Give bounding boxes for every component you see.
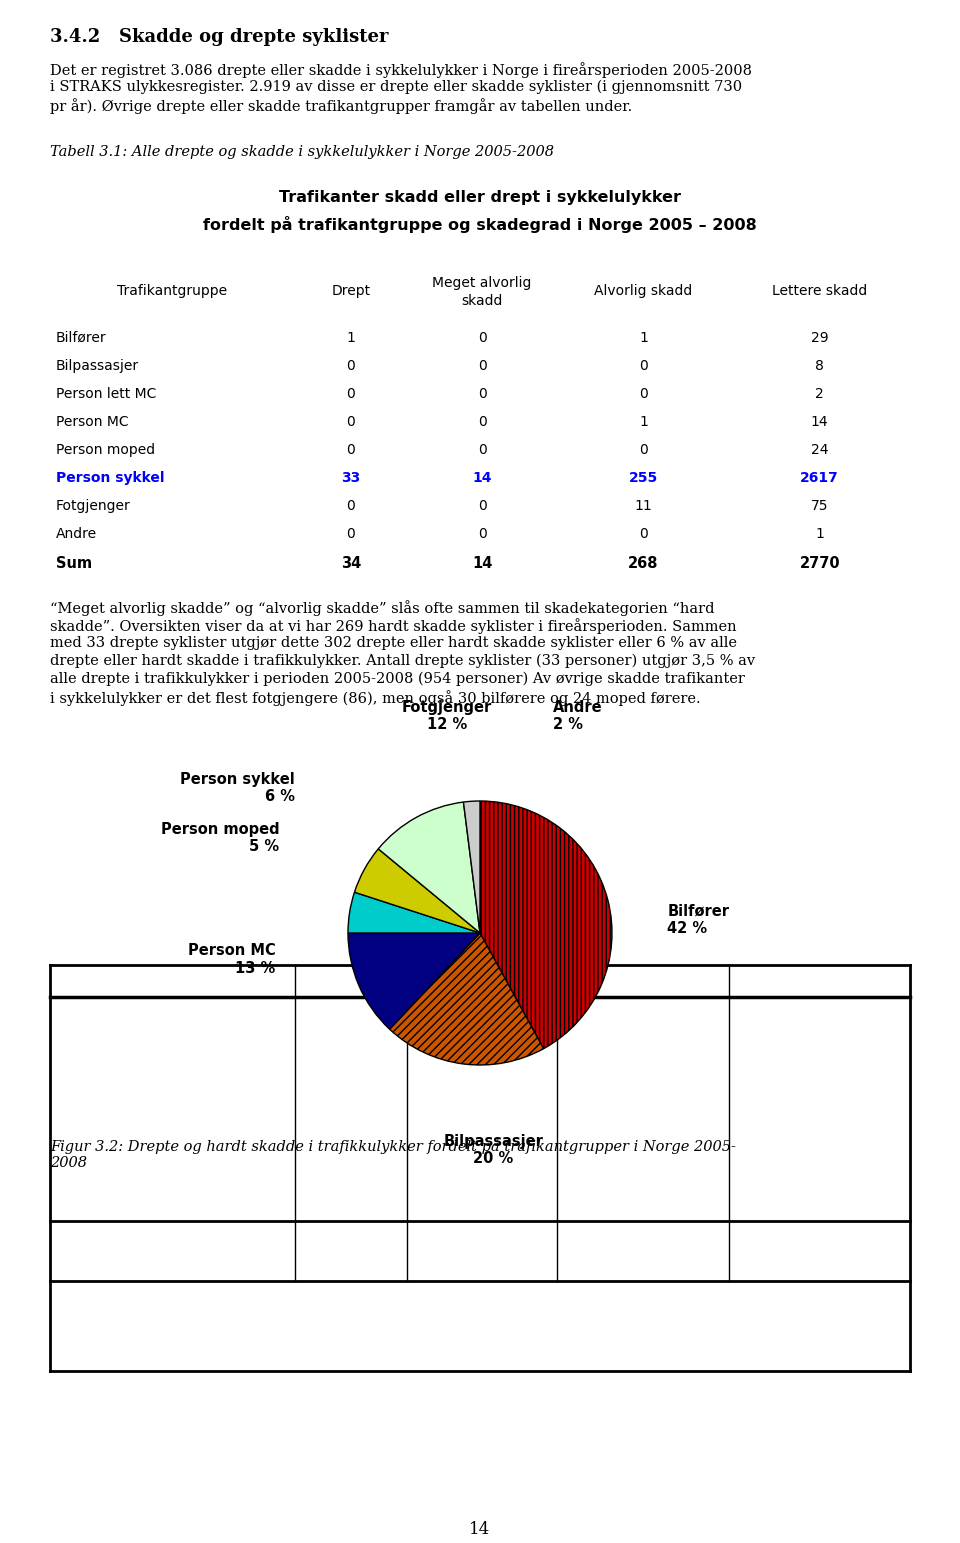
Text: “Meget alvorlig skadde” og “alvorlig skadde” slås ofte sammen til skadekategorie: “Meget alvorlig skadde” og “alvorlig ska… — [50, 600, 714, 616]
Text: skadd: skadd — [462, 295, 503, 309]
Text: Andre
2 %: Andre 2 % — [553, 701, 602, 733]
Text: 1: 1 — [347, 332, 355, 346]
Text: Bilfører
42 %: Bilfører 42 % — [667, 904, 730, 937]
Text: Det er registret 3.086 drepte eller skadde i sykkelulykker i Norge i fireårsperi: Det er registret 3.086 drepte eller skad… — [50, 62, 752, 77]
Text: Person MC: Person MC — [56, 415, 129, 429]
Text: 14: 14 — [472, 557, 492, 571]
Text: Fotgjenger: Fotgjenger — [56, 498, 131, 512]
Text: 2008: 2008 — [50, 1156, 87, 1170]
Text: Andre: Andre — [56, 528, 97, 542]
Text: 0: 0 — [639, 387, 648, 401]
Text: 0: 0 — [347, 387, 355, 401]
Text: fordelt på trafikantgruppe og skadegrad i Norge 2005 – 2008: fordelt på trafikantgruppe og skadegrad … — [204, 216, 756, 233]
Text: Drept: Drept — [331, 284, 371, 298]
Wedge shape — [348, 892, 480, 934]
Wedge shape — [378, 802, 480, 934]
Text: 0: 0 — [347, 443, 355, 457]
Text: 2617: 2617 — [801, 471, 839, 485]
Text: drepte eller hardt skadde i trafikkulykker. Antall drepte syklister (33 personer: drepte eller hardt skadde i trafikkulykk… — [50, 654, 756, 668]
Text: 29: 29 — [811, 332, 828, 346]
Text: Tabell 3.1: Alle drepte og skadde i sykkelulykker i Norge 2005-2008: Tabell 3.1: Alle drepte og skadde i sykk… — [50, 145, 554, 159]
Text: Bilfører: Bilfører — [56, 332, 107, 346]
Text: Bilpassasjer
20 %: Bilpassasjer 20 % — [444, 1134, 543, 1167]
Text: 0: 0 — [347, 528, 355, 542]
Text: Lettere skadd: Lettere skadd — [772, 284, 867, 298]
Text: 14: 14 — [469, 1521, 491, 1538]
Text: Alvorlig skadd: Alvorlig skadd — [594, 284, 692, 298]
Text: 0: 0 — [478, 498, 487, 512]
Text: 2770: 2770 — [800, 557, 840, 571]
Text: Sum: Sum — [56, 557, 92, 571]
Text: 0: 0 — [639, 360, 648, 373]
Text: Figur 3.2: Drepte og hardt skadde i trafikkulykker fordelt på trafikantgrupper i: Figur 3.2: Drepte og hardt skadde i traf… — [50, 1139, 736, 1154]
Text: 33: 33 — [342, 471, 361, 485]
Text: Bilpassasjer: Bilpassasjer — [56, 360, 139, 373]
Text: skadde”. Oversikten viser da at vi har 269 hardt skadde syklister i fireårsperio: skadde”. Oversikten viser da at vi har 2… — [50, 619, 736, 634]
Wedge shape — [464, 801, 480, 934]
Text: Person lett MC: Person lett MC — [56, 387, 156, 401]
Text: 1: 1 — [815, 528, 824, 542]
Text: i STRAKS ulykkesregister. 2.919 av disse er drepte eller skadde syklister (i gje: i STRAKS ulykkesregister. 2.919 av disse… — [50, 80, 742, 94]
Text: 268: 268 — [628, 557, 659, 571]
Text: 75: 75 — [811, 498, 828, 512]
Text: pr år). Øvrige drepte eller skadde trafikantgrupper framgår av tabellen under.: pr år). Øvrige drepte eller skadde trafi… — [50, 99, 633, 114]
Text: Fotgjenger
12 %: Fotgjenger 12 % — [402, 701, 492, 733]
Text: 34: 34 — [341, 557, 361, 571]
Text: 1: 1 — [639, 332, 648, 346]
Text: 24: 24 — [811, 443, 828, 457]
Text: 0: 0 — [478, 387, 487, 401]
Text: 11: 11 — [635, 498, 652, 512]
Text: 1: 1 — [639, 415, 648, 429]
Text: 0: 0 — [478, 415, 487, 429]
Text: 0: 0 — [478, 332, 487, 346]
Text: Trafikanter skadd eller drept i sykkelulykker: Trafikanter skadd eller drept i sykkelul… — [279, 190, 681, 205]
Text: Person MC
13 %: Person MC 13 % — [187, 943, 276, 975]
Text: Person sykkel: Person sykkel — [56, 471, 164, 485]
Text: Person moped: Person moped — [56, 443, 156, 457]
Wedge shape — [480, 801, 612, 1049]
Text: 0: 0 — [347, 360, 355, 373]
Text: 14: 14 — [472, 471, 492, 485]
Text: Meget alvorlig: Meget alvorlig — [432, 276, 532, 290]
Text: Person sykkel
6 %: Person sykkel 6 % — [180, 772, 296, 804]
Text: Trafikantgruppe: Trafikantgruppe — [117, 284, 228, 298]
Text: med 33 drepte syklister utgjør dette 302 drepte eller hardt skadde syklister ell: med 33 drepte syklister utgjør dette 302… — [50, 636, 737, 650]
Text: 0: 0 — [639, 528, 648, 542]
Wedge shape — [390, 934, 543, 1065]
Text: 14: 14 — [811, 415, 828, 429]
Text: 0: 0 — [478, 360, 487, 373]
Text: 255: 255 — [629, 471, 658, 485]
Text: 0: 0 — [347, 498, 355, 512]
Text: 0: 0 — [347, 415, 355, 429]
Text: 0: 0 — [478, 443, 487, 457]
Text: 0: 0 — [639, 443, 648, 457]
Text: 0: 0 — [478, 528, 487, 542]
Text: alle drepte i trafikkulykker i perioden 2005-2008 (954 personer) Av øvrige skadd: alle drepte i trafikkulykker i perioden … — [50, 673, 745, 687]
Text: 3.4.2   Skadde og drepte syklister: 3.4.2 Skadde og drepte syklister — [50, 28, 389, 46]
Text: i sykkelulykker er det flest fotgjengere (86), men også 30 bilførere og 24 moped: i sykkelulykker er det flest fotgjengere… — [50, 690, 701, 705]
Wedge shape — [348, 934, 480, 1029]
Text: 8: 8 — [815, 360, 824, 373]
Text: Person moped
5 %: Person moped 5 % — [160, 822, 279, 855]
Text: 2: 2 — [815, 387, 824, 401]
Wedge shape — [354, 849, 480, 934]
